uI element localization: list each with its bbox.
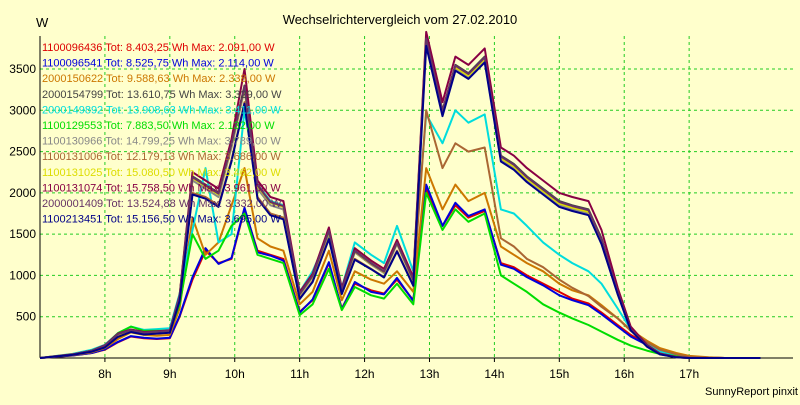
legend-entry: 1100213451 Tot: 15.156,50 Wh Max: 3.695,… <box>42 214 281 226</box>
plot-area <box>40 36 793 358</box>
y-tick-label: 1500 <box>9 227 36 241</box>
x-tick-label: 8h <box>98 367 111 381</box>
y-tick-label: 2000 <box>9 186 36 200</box>
legend-entry: 1100096541 Tot: 8.525,75 Wh Max: 2.114,0… <box>42 58 274 70</box>
legend-entry: 2000149892 Tot: 13.908,63 Wh Max: 3.411,… <box>42 104 281 116</box>
footer-credit: SunnyReport pinxit <box>705 386 798 398</box>
x-tick-label: 13h <box>419 367 439 381</box>
x-tick-label: 10h <box>225 367 245 381</box>
legend-entry: 1100131025 Tot: 15.080,50 Wh Max: 3.462,… <box>42 167 281 179</box>
x-tick-label: 11h <box>290 367 309 381</box>
x-tick-label: 17h <box>679 367 699 381</box>
x-tick-label: 14h <box>484 367 504 381</box>
legend-entry: 1100129553 Tot: 7.883,50 Wh Max: 2.132,0… <box>42 120 275 132</box>
legend-entry: 1100131006 Tot: 12.179,13 Wh Max: 3.686,… <box>42 151 281 163</box>
y-tick-label: 3000 <box>9 103 36 117</box>
y-axis-unit: W <box>36 15 49 30</box>
x-tick-label: 15h <box>549 367 569 381</box>
legend-entry: 2000154799 Tot: 13.610,75 Wh Max: 3.329,… <box>42 89 282 101</box>
legend-entry: 1100131074 Tot: 15.758,50 Wh Max: 3.961,… <box>42 182 281 194</box>
legend-entry: 1100096436 Tot: 8.403,25 Wh Max: 2.091,0… <box>42 42 275 54</box>
legend-entry: 2000001409 Tot: 13.524,88 Wh Max: 3.332,… <box>42 198 282 210</box>
series-line-1 <box>39 183 761 359</box>
x-tick-label: 9h <box>163 367 176 381</box>
y-tick-label: 500 <box>16 310 36 324</box>
y-tick-label: 1000 <box>9 268 36 282</box>
x-tick-label: 16h <box>614 367 634 381</box>
legend-entry: 2000150622 Tot: 9.588,63 Wh Max: 2.338,0… <box>42 73 276 85</box>
series-line-11 <box>39 44 761 359</box>
legend-entry: 1100130966 Tot: 14.799,25 Wh Max: 3.789,… <box>42 136 281 148</box>
y-tick-label: 2500 <box>9 145 36 159</box>
x-tick-label: 12h <box>355 367 375 381</box>
chart-title: Wechselrichtervergleich vom 27.02.2010 <box>283 12 518 27</box>
y-tick-label: 3500 <box>9 62 36 76</box>
